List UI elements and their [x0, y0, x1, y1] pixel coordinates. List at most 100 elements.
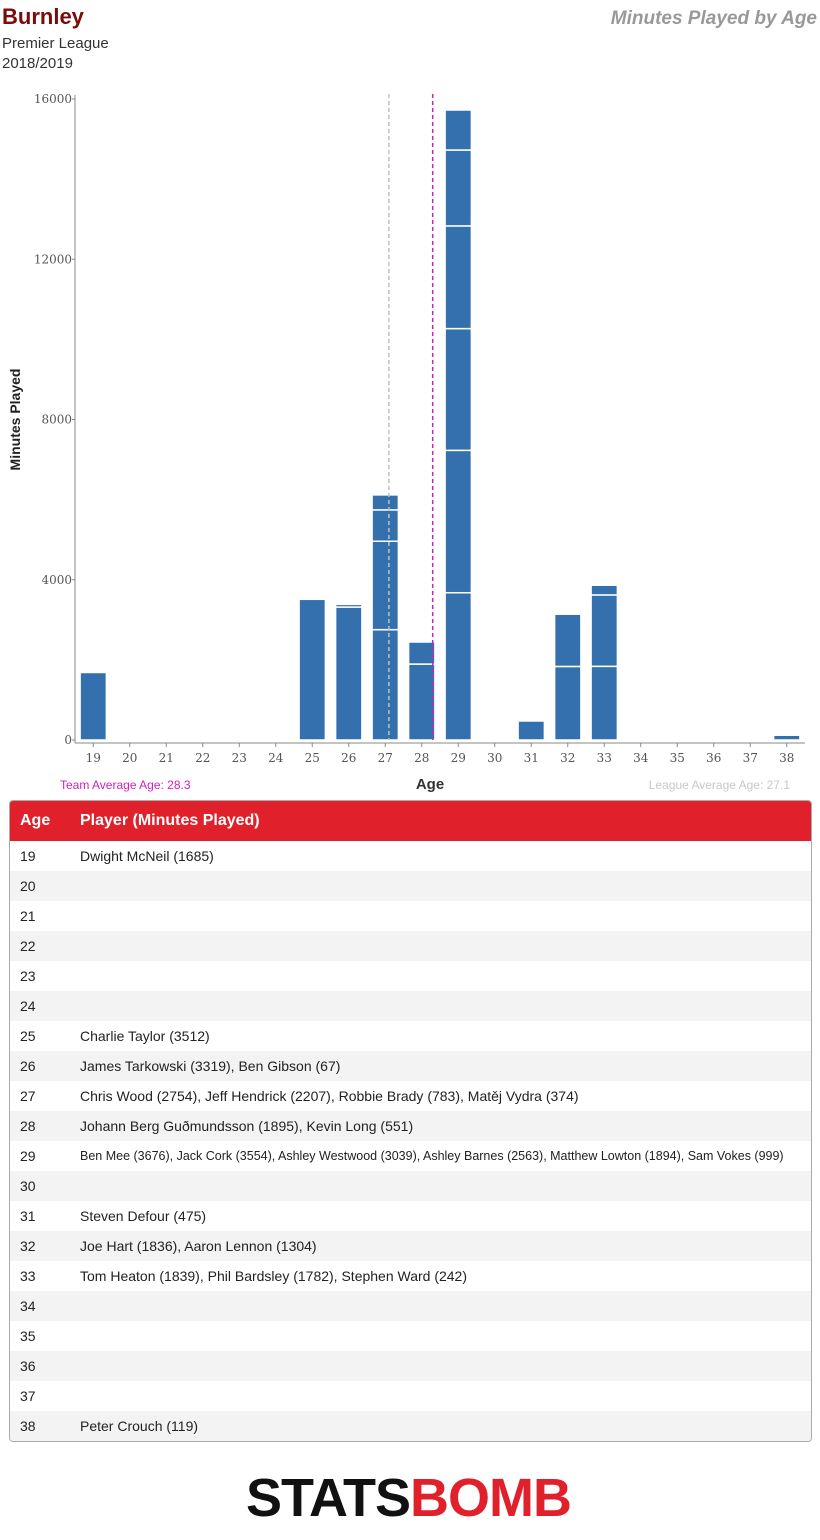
bar-age-25-segment-1 [298, 598, 327, 741]
bar-age-32-segment-1 [553, 665, 582, 741]
season-label: 2018/2019 [2, 55, 73, 72]
bar-age-38-segment-1 [772, 734, 801, 741]
x-tick-label-36: 36 [706, 751, 721, 765]
y-tick-label-0: 0 [64, 733, 72, 747]
row-age: 19 [20, 848, 36, 864]
table-row: 34 [10, 1291, 811, 1321]
bar-age-26-segment-1 [334, 606, 363, 741]
table-row: 25 Charlie Taylor (3512) [10, 1021, 811, 1051]
table-row: 24 [10, 991, 811, 1021]
x-tick-label-37: 37 [743, 751, 758, 765]
x-tick-label-22: 22 [195, 751, 210, 765]
chart-title: Minutes Played by Age [610, 8, 817, 29]
bar-age-28-segment-2 [407, 641, 436, 665]
x-tick-label-30: 30 [487, 751, 502, 765]
y-tick-label-8000: 8000 [41, 413, 72, 427]
x-tick-label-20: 20 [122, 751, 137, 765]
x-axis-label: Age [415, 776, 445, 793]
table-row: 19 Dwight McNeil (1685) [10, 841, 811, 871]
row-players: Chris Wood (2754), Jeff Hendrick (2207),… [80, 1088, 579, 1104]
bar-age-27-segment-1 [371, 628, 400, 741]
players-by-age-table: Age Player (Minutes Played) 19 Dwight McN… [9, 800, 812, 1442]
x-tick-label-26: 26 [341, 751, 356, 765]
row-age: 29 [20, 1148, 36, 1164]
team-title: Burnley [2, 4, 84, 29]
bar-age-29-segment-6 [444, 109, 473, 151]
row-age: 36 [20, 1358, 36, 1374]
row-age: 38 [20, 1418, 36, 1434]
row-age: 33 [20, 1268, 36, 1284]
row-players: Johann Berg Guðmundsson (1895), Kevin Lo… [80, 1118, 414, 1134]
table-row: 21 [10, 901, 811, 931]
table-row: 38 Peter Crouch (119) [10, 1411, 811, 1441]
row-age: 25 [20, 1028, 36, 1044]
x-tick-label-28: 28 [414, 751, 429, 765]
row-players: James Tarkowski (3319), Ben Gibson (67) [80, 1058, 341, 1074]
table-row: 37 [10, 1381, 811, 1411]
x-tick-label-24: 24 [268, 751, 284, 765]
statsbomb-logo: STATS BOMB [246, 1468, 572, 1526]
x-tick-label-38: 38 [779, 751, 794, 765]
table-row: 22 [10, 931, 811, 961]
row-age: 24 [20, 998, 36, 1014]
bar-age-29-segment-4 [444, 225, 473, 330]
x-tick-label-34: 34 [633, 751, 649, 765]
y-tick-label-16000: 16000 [34, 92, 72, 106]
row-players: Tom Heaton (1839), Phil Bardsley (1782),… [80, 1268, 468, 1284]
bar-age-29-segment-2 [444, 449, 473, 594]
header-player: Player (Minutes Played) [80, 812, 260, 829]
row-players: Dwight McNeil (1685) [80, 848, 214, 864]
y-tick-label-4000: 4000 [41, 573, 72, 587]
row-age: 22 [20, 938, 36, 954]
row-age: 35 [20, 1328, 36, 1344]
bar-age-33-segment-1 [590, 665, 619, 741]
row-age: 26 [20, 1058, 36, 1074]
y-axis-label: Minutes Played [7, 369, 23, 471]
row-players: Charlie Taylor (3512) [80, 1028, 210, 1044]
table-row: 26 James Tarkowski (3319), Ben Gibson (67… [10, 1051, 811, 1081]
row-age: 31 [20, 1208, 36, 1224]
row-age: 28 [20, 1118, 36, 1134]
bar-age-32-segment-2 [553, 613, 582, 668]
table-row: 33 Tom Heaton (1839), Phil Bardsley (1782… [10, 1261, 811, 1291]
league-average-label: League Average Age: 27.1 [648, 778, 790, 792]
x-tick-label-21: 21 [159, 751, 174, 765]
row-age: 37 [20, 1388, 36, 1404]
logo-text-stats: STATS [246, 1468, 410, 1526]
table-header: Age Player (Minutes Played) [10, 801, 811, 841]
bar-age-29-segment-5 [444, 149, 473, 227]
x-tick-label-32: 32 [560, 751, 575, 765]
league-name: Premier League [2, 35, 109, 52]
bar-age-33-segment-2 [590, 594, 619, 668]
x-tick-label-23: 23 [232, 751, 247, 765]
row-players: Steven Defour (475) [80, 1208, 207, 1224]
table-row: 23 [10, 961, 811, 991]
minutes-by-age-chart: 0 4000 8000 12000 16000 Minutes Played 19 20 21 2… [7, 92, 805, 765]
x-tick-label-19: 19 [86, 751, 101, 765]
bar-age-19-segment-1 [79, 671, 108, 741]
x-tick-label-35: 35 [670, 751, 685, 765]
x-tick-label-27: 27 [378, 751, 393, 765]
y-tick-label-12000: 12000 [34, 252, 72, 266]
table-row: 36 [10, 1351, 811, 1381]
x-tick-label-33: 33 [597, 751, 612, 765]
row-players: Ben Mee (3676), Jack Cork (3554), Ashley… [80, 1149, 784, 1163]
bar-age-26-segment-2 [334, 603, 363, 608]
x-tick-label-31: 31 [524, 751, 539, 765]
row-players: Peter Crouch (119) [80, 1418, 199, 1434]
bar-age-31-segment-1 [517, 720, 546, 741]
bar-age-29-segment-3 [444, 327, 473, 452]
row-age: 20 [20, 878, 36, 894]
table-row: 20 [10, 871, 811, 901]
table-row: 32 Joe Hart (1836), Aaron Lennon (1304) [10, 1231, 811, 1261]
bar-age-33-segment-3 [590, 584, 619, 596]
x-tick-label-25: 25 [305, 751, 320, 765]
table-body: 19 Dwight McNeil (1685) 20 21 22 23 24 25 Charli… [10, 841, 811, 1441]
table-row: 27 Chris Wood (2754), Jeff Hendrick (2207… [10, 1081, 811, 1111]
table-row: 29 Ben Mee (3676), Jack Cork (3554), Ashl… [10, 1141, 811, 1171]
row-age: 27 [20, 1088, 36, 1104]
x-tick-label-29: 29 [451, 751, 466, 765]
row-age: 32 [20, 1238, 36, 1254]
table-row: 28 Johann Berg Guðmundsson (1895), Kevin … [10, 1111, 811, 1141]
row-age: 21 [20, 908, 36, 924]
